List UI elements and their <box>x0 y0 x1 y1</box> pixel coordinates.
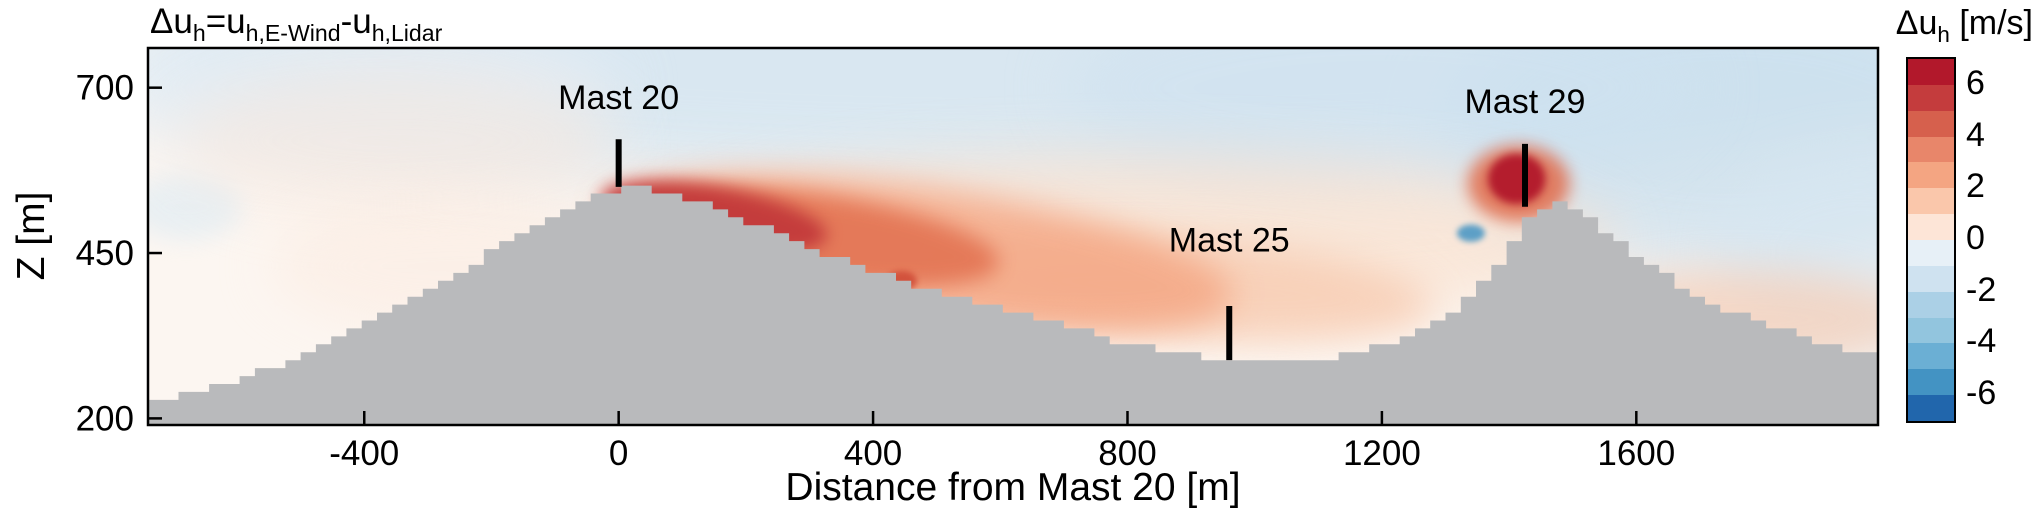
mast-label-2: Mast 25 <box>1169 222 1290 260</box>
colorbar-segment <box>1908 265 1954 292</box>
colorbar-title: Δuh [m/s] <box>1896 4 2033 48</box>
colorbar-tick-label: -4 <box>1966 322 1997 361</box>
colorbar-segment <box>1908 240 1954 266</box>
colorbar-tick-label: -2 <box>1966 270 1997 309</box>
colorbar-segment <box>1908 343 1954 370</box>
colorbar-segment <box>1908 369 1954 396</box>
plot-title: Δuh=uh,E-Wind-uh,Lidar <box>150 2 442 47</box>
cb-title-seg-3: [m/s] <box>1949 4 2033 42</box>
colorbar-segment <box>1908 317 1954 344</box>
colorbar-tick-label: 0 <box>1966 219 1985 257</box>
y-tick-label: 200 <box>76 399 134 438</box>
colorbar-segment <box>1908 136 1954 163</box>
field-region-mast29-anomaly-core <box>1488 153 1546 205</box>
colorbar-tick-label: 2 <box>1966 167 1985 206</box>
colorbar-segment <box>1908 188 1954 215</box>
title-seg-6: h,Lidar <box>371 20 443 46</box>
field-region-left-pink-wash <box>173 67 619 214</box>
y-axis-title: Z [m] <box>10 191 53 281</box>
x-tick-label: 1600 <box>1597 434 1675 473</box>
title-seg-1: Δu <box>150 2 193 41</box>
mast-label-1: Mast 20 <box>558 79 679 117</box>
colorbar-segment <box>1908 162 1954 189</box>
colorbar-segment <box>1908 214 1954 241</box>
x-tick-label: -400 <box>329 434 399 473</box>
colorbar-segment <box>1908 395 1954 422</box>
field-region-left-edge-blue-patch <box>148 173 244 240</box>
cb-title-seg-1: Δu <box>1895 4 1938 42</box>
title-seg-2: h <box>192 20 206 46</box>
x-tick-label: 1200 <box>1343 434 1421 473</box>
x-tick-label: 0 <box>609 434 628 473</box>
x-axis-title: Distance from Mast 20 [m] <box>785 466 1241 509</box>
y-tick-label: 450 <box>76 234 134 273</box>
title-seg-4: h,E-Wind <box>245 20 341 46</box>
x-tick-label: 400 <box>844 434 902 473</box>
colorbar-tick-label: 6 <box>1966 63 1985 102</box>
colorbar-segment <box>1908 59 1954 85</box>
colorbar-segment <box>1908 84 1954 111</box>
colorbar-segment <box>1908 110 1954 137</box>
colorbar-tick-label: 4 <box>1966 115 1985 154</box>
cb-title-seg-2: h <box>1937 21 1950 47</box>
colorbar-tick-label: -6 <box>1966 374 1997 413</box>
colorbar-segment <box>1908 291 1954 318</box>
title-seg-5: -u <box>340 2 372 41</box>
field-layer <box>148 48 1878 425</box>
field-region-mast29-blue-speck <box>1456 224 1485 242</box>
terrain-silhouette <box>148 185 1878 425</box>
x-tick-label: 800 <box>1098 434 1156 473</box>
y-tick-label: 700 <box>76 69 134 108</box>
title-seg-3: =u <box>205 2 246 41</box>
colorbar <box>1906 57 1956 423</box>
mast-label-3: Mast 29 <box>1465 83 1586 121</box>
plot-frame <box>146 46 1880 427</box>
